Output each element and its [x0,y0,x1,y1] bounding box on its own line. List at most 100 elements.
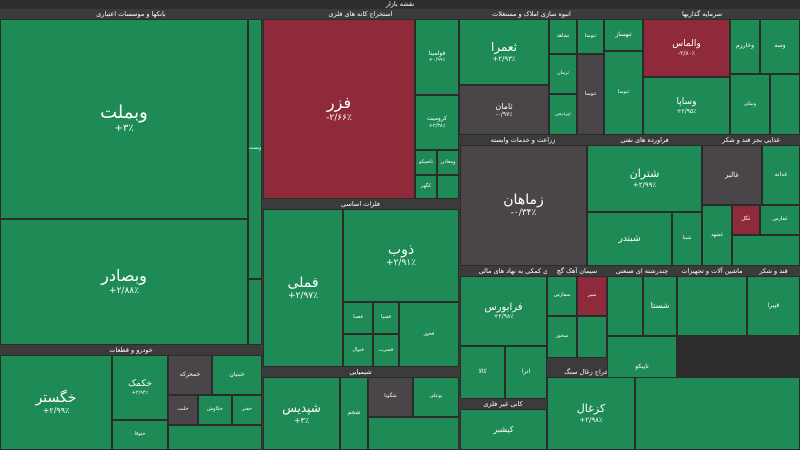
stock-tile[interactable]: شتران +۲/۹۹٪ [587,145,702,212]
stock-symbol: شستا [650,301,670,311]
stock-symbol: شپدیس [282,400,321,415]
stock-tile[interactable]: سفارس [547,276,577,316]
stock-symbol: ثنوسا [617,89,630,96]
stock-tile[interactable]: وخارزم [730,19,760,74]
stock-tile[interactable]: وسه [760,19,800,74]
stock-tile[interactable] [577,316,607,358]
stock-tile[interactable]: غفارس [760,205,800,235]
stock-tile[interactable]: خکمک +۲/۹۴٪ [112,355,168,420]
stock-tile[interactable]: غالبر [702,145,762,205]
stock-tile[interactable] [168,425,262,450]
stock-tile[interactable]: وپست [248,19,262,279]
stock-tile[interactable]: شبندر [587,212,672,266]
stock-tile[interactable]: اترا [505,346,547,399]
stock-tile[interactable]: وساپا +۲/۹۵٪ [643,77,730,135]
stock-tile[interactable]: خفنر [232,395,262,425]
stock-tile[interactable]: خکاوش [198,395,232,425]
stock-change: -۲/۶۶٪ [326,112,352,123]
stock-tile[interactable]: فسرب [373,334,399,367]
stock-change: -۰/۹۷٪ [495,111,513,118]
stock-change: +۲/۳۸٪ [428,122,446,129]
stock-tile[interactable]: فولمینا +۰/۹۹٪ [415,19,459,95]
stock-symbol: وسه [774,42,786,50]
stock-tile[interactable]: فصبا [343,302,373,334]
stock-tile[interactable]: تاصیکو [415,150,437,175]
stock-tile[interactable]: ثشاهد [549,19,577,54]
stock-symbol: ذوب [387,242,415,259]
stock-tile[interactable]: شپدیس +۳٪ [263,377,340,450]
stock-tile[interactable]: بوعلی [413,377,459,417]
stock-symbol: ثپردیس [555,110,571,117]
stock-tile[interactable]: خگستر +۲/۹۹٪ [0,355,112,450]
stock-tile[interactable]: فزر -۲/۶۶٪ [263,19,415,199]
stock-change: +۲/۹۳٪ [492,54,516,63]
stock-tile[interactable]: ثنوسا [604,51,643,135]
stock-tile[interactable]: فسپا [373,302,399,334]
stock-tile[interactable]: کزغال +۲/۹۸٪ [547,377,635,450]
stock-tile[interactable]: فخوز [399,302,459,367]
sector-title: کانی غیر فلزی [483,400,523,408]
stock-tile[interactable]: فرابورس +۲/۹۸٪ [460,276,547,346]
stock-change: +۲/۹۷٪ [288,290,318,301]
stock-tile[interactable]: کیشبر [460,409,547,450]
stock-tile[interactable]: غشهد [702,205,732,266]
stock-symbol: فرابورس [484,301,523,313]
stock-change: +۲/۹۹٪ [632,180,657,189]
stock-change: +۳٪ [114,123,134,135]
stock-tile[interactable]: ثپردیس [549,94,577,135]
stock-symbol: غدانه [774,170,788,178]
stock-tile[interactable] [635,377,800,450]
stock-tile[interactable]: ثنوسا [577,19,604,54]
stock-tile[interactable]: ثعمرا +۲/۹۳٪ [459,19,549,85]
stock-tile[interactable]: وبصادر +۲/۸۸٪ [0,219,248,345]
stock-tile[interactable]: قپیرا [747,276,800,336]
stock-symbol: ختوقا [134,431,146,438]
stock-tile[interactable]: سپر [577,276,607,316]
stock-change: +۲/۹۹٪ [42,405,70,415]
stock-tile[interactable] [368,417,459,450]
stock-tile[interactable]: شپنا [672,212,702,266]
stock-symbol: غگل [741,216,751,223]
stock-symbol: شبندر [618,233,641,244]
stock-tile[interactable]: غدانه [762,145,800,205]
stock-tile[interactable]: ثرمان [549,54,577,94]
stock-tile[interactable] [437,175,459,199]
stock-change: +۲/۹۸٪ [493,313,514,321]
stock-tile[interactable]: فملی +۲/۹۷٪ [263,209,343,367]
stock-symbol: خکمک [128,379,152,390]
stock-tile[interactable]: ونیکی [730,74,770,135]
stock-tile[interactable]: خلنت [168,395,198,425]
stock-change: +۲/۸۸٪ [109,285,139,296]
stock-tile[interactable] [248,279,262,345]
stock-tile[interactable]: خمحرکه [168,355,212,395]
stock-tile[interactable]: زماهان -۰/۳۴٪ [460,145,587,266]
stock-symbol: فسپا [381,314,391,321]
stock-symbol: وساپا [676,97,697,108]
stock-tile[interactable]: ذوب +۲/۹۱٪ [343,209,459,302]
stock-tile[interactable] [732,235,800,266]
stock-tile[interactable] [677,276,747,336]
stock-symbol: وخارزم [736,42,754,50]
stock-tile[interactable]: غگل [732,205,760,235]
stock-tile[interactable]: شستا [643,276,677,336]
stock-tile[interactable]: سخوز [547,316,577,358]
stock-tile[interactable]: والماس -۲/۸۰٪ [643,19,730,77]
stock-tile[interactable]: ومعادن [437,150,459,175]
stock-tile[interactable]: ثتوسا [577,54,604,135]
stock-tile[interactable]: کگهر [415,175,437,199]
stock-tile[interactable]: ثبهساز [604,19,643,51]
stock-tile[interactable]: کالا [460,346,505,399]
stock-tile[interactable]: خبنیان [212,355,262,395]
stock-tile[interactable]: فنوال [343,334,373,367]
stock-tile[interactable]: کرومیت +۲/۳۸٪ [415,95,459,150]
stock-tile[interactable]: ثامان -۰/۹۷٪ [459,85,549,135]
stock-tile[interactable]: وبملت +۳٪ [0,19,248,219]
stock-tile[interactable]: ختوقا [112,420,168,450]
stock-change: +۲/۹۱٪ [386,258,416,269]
stock-tile[interactable] [770,74,800,135]
stock-tile[interactable] [607,276,643,336]
stock-tile[interactable]: شگویا [368,377,413,417]
sector-title: خودرو و قطعات [109,346,153,354]
stock-tile[interactable]: شجم [340,377,368,450]
stock-symbol: زماهان [503,192,544,209]
